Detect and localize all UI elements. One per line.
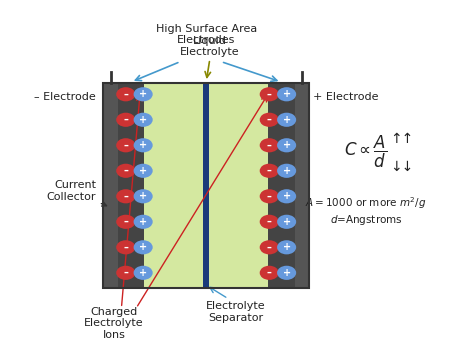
Text: +: + — [283, 217, 291, 227]
Circle shape — [134, 87, 153, 101]
Text: –: – — [267, 268, 272, 278]
Circle shape — [134, 113, 153, 127]
Text: $C \propto \dfrac{A}{d}$: $C \propto \dfrac{A}{d}$ — [344, 133, 388, 170]
Circle shape — [134, 189, 153, 204]
FancyBboxPatch shape — [103, 84, 118, 288]
Text: –: – — [267, 191, 272, 201]
Text: +: + — [283, 89, 291, 99]
Circle shape — [277, 113, 296, 127]
Text: –: – — [123, 140, 128, 150]
Text: +: + — [139, 242, 147, 252]
Circle shape — [260, 266, 279, 280]
Circle shape — [116, 240, 135, 255]
FancyBboxPatch shape — [103, 84, 309, 288]
Circle shape — [277, 87, 296, 101]
Circle shape — [277, 240, 296, 255]
Text: –: – — [267, 217, 272, 227]
Text: –: – — [267, 242, 272, 252]
FancyBboxPatch shape — [203, 84, 210, 288]
Circle shape — [134, 266, 153, 280]
Text: +: + — [283, 191, 291, 201]
Text: –: – — [123, 242, 128, 252]
FancyBboxPatch shape — [268, 84, 295, 288]
Text: Current
Collector: Current Collector — [46, 180, 107, 206]
Text: +: + — [139, 191, 147, 201]
Circle shape — [260, 164, 279, 178]
Text: +: + — [139, 217, 147, 227]
Circle shape — [260, 215, 279, 229]
Text: –: – — [123, 115, 128, 125]
FancyBboxPatch shape — [118, 84, 145, 288]
Text: –: – — [267, 166, 272, 176]
Text: –: – — [123, 217, 128, 227]
Text: Liquid
Electrolyte: Liquid Electrolyte — [180, 36, 240, 57]
Text: +: + — [139, 115, 147, 125]
Circle shape — [134, 215, 153, 229]
Circle shape — [116, 113, 135, 127]
Circle shape — [277, 189, 296, 204]
Text: Charged
Electrolyte
Ions: Charged Electrolyte Ions — [84, 307, 144, 340]
Circle shape — [116, 138, 135, 152]
Text: +: + — [283, 115, 291, 125]
Circle shape — [277, 164, 296, 178]
Text: +: + — [283, 268, 291, 278]
Circle shape — [116, 87, 135, 101]
Circle shape — [260, 240, 279, 255]
Circle shape — [277, 215, 296, 229]
Text: –: – — [267, 140, 272, 150]
Text: –: – — [123, 268, 128, 278]
Circle shape — [134, 138, 153, 152]
Text: + Electrode: + Electrode — [313, 92, 378, 102]
Circle shape — [260, 189, 279, 204]
Circle shape — [116, 189, 135, 204]
Circle shape — [134, 164, 153, 178]
Text: +: + — [139, 89, 147, 99]
Text: ↑↑: ↑↑ — [390, 132, 413, 146]
Circle shape — [134, 240, 153, 255]
Text: –: – — [123, 166, 128, 176]
Text: –: – — [123, 191, 128, 201]
Circle shape — [260, 87, 279, 101]
Text: +: + — [283, 140, 291, 150]
Text: – Electrode: – Electrode — [34, 92, 96, 102]
Circle shape — [116, 266, 135, 280]
Circle shape — [116, 164, 135, 178]
Text: +: + — [139, 268, 147, 278]
Text: +: + — [139, 140, 147, 150]
Text: +: + — [283, 166, 291, 176]
Text: Electrolyte
Separator: Electrolyte Separator — [206, 302, 265, 323]
Text: +: + — [139, 166, 147, 176]
Circle shape — [277, 266, 296, 280]
Text: ↓↓: ↓↓ — [390, 160, 413, 173]
Text: –: – — [123, 89, 128, 99]
Circle shape — [277, 138, 296, 152]
Text: –: – — [267, 115, 272, 125]
FancyBboxPatch shape — [295, 84, 309, 288]
Text: –: – — [267, 89, 272, 99]
Text: High Surface Area
Electrodes: High Surface Area Electrodes — [155, 24, 257, 45]
Circle shape — [260, 113, 279, 127]
Circle shape — [116, 215, 135, 229]
Text: +: + — [283, 242, 291, 252]
Circle shape — [260, 138, 279, 152]
FancyBboxPatch shape — [145, 84, 268, 288]
Text: $A= 1000$ or more $m^2/g$
$d$=Angstroms: $A= 1000$ or more $m^2/g$ $d$=Angstroms — [305, 195, 427, 227]
